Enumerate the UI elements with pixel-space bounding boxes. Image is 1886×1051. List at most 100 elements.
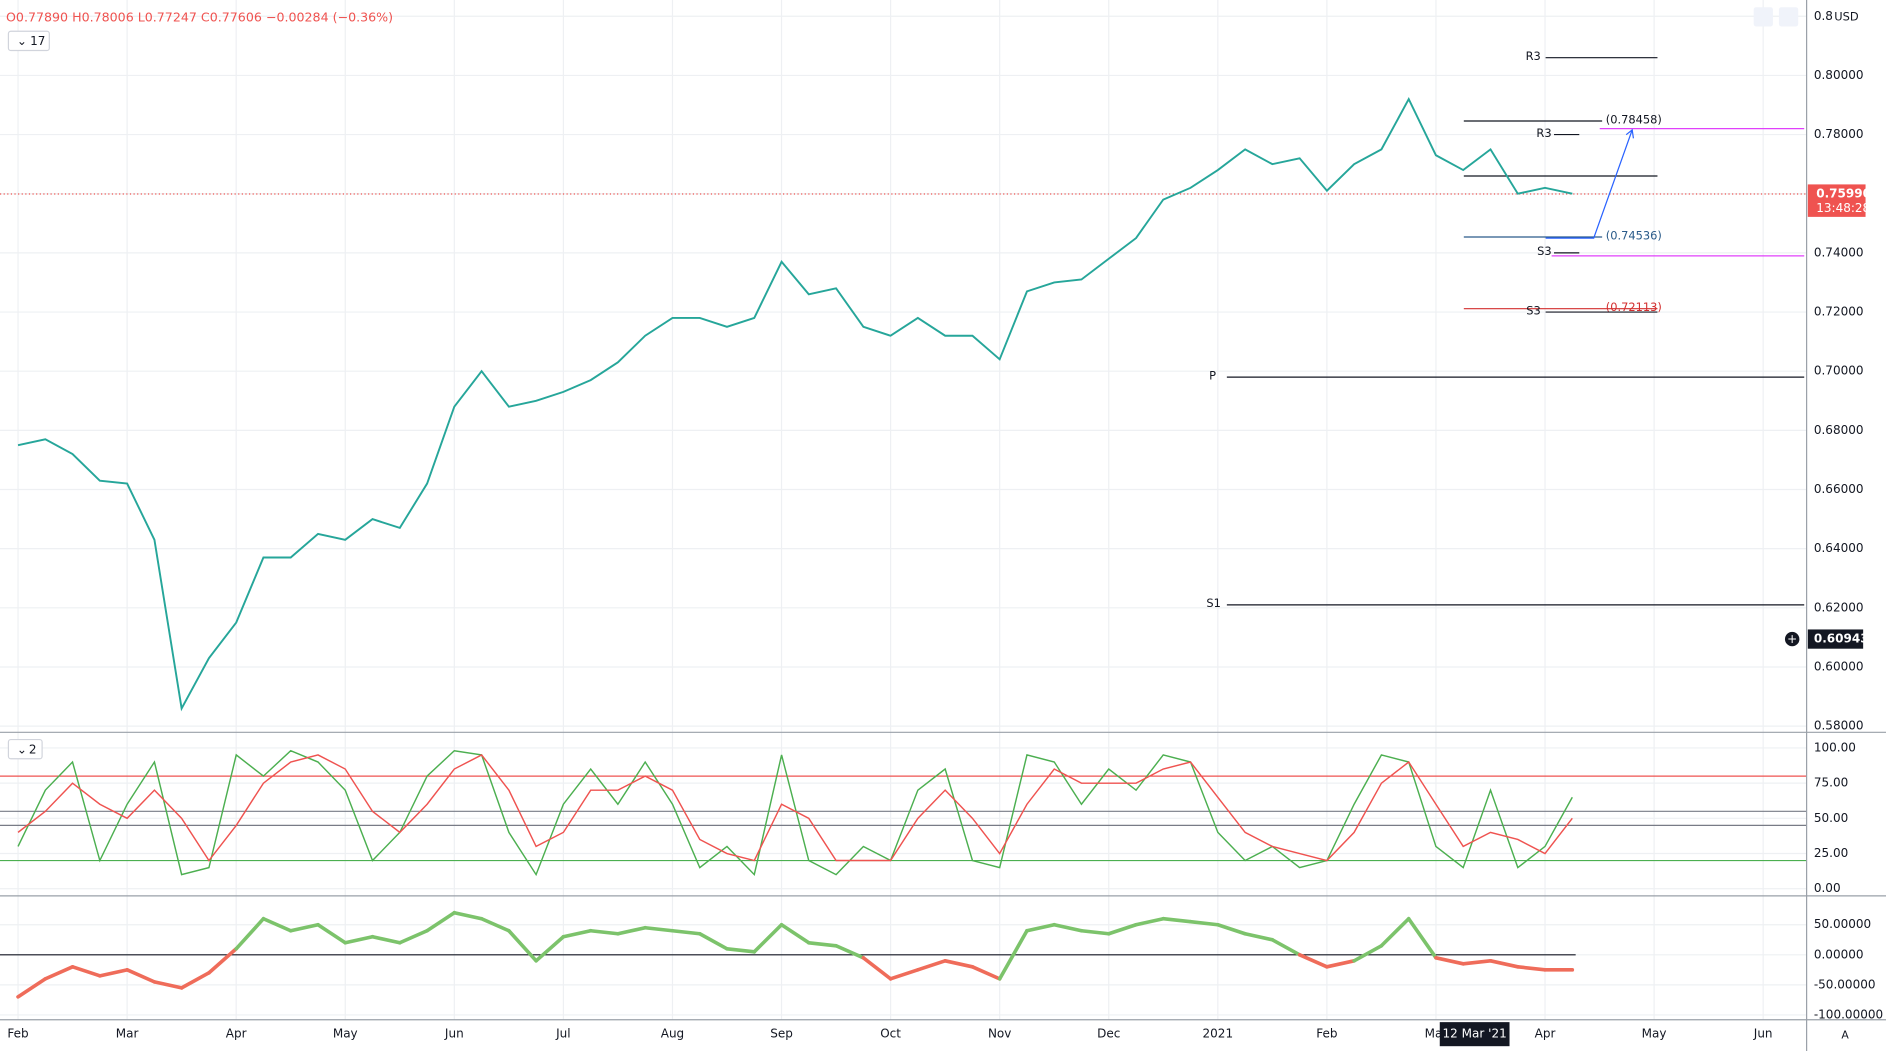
oscillator-segment bbox=[670, 928, 702, 936]
oscillator-segment bbox=[1297, 952, 1329, 969]
y-tick-label: 0.68000 bbox=[1814, 423, 1864, 437]
oscillator-segment bbox=[397, 928, 429, 945]
oscillator-segment bbox=[779, 922, 811, 945]
y-tick-label: -100.00000 bbox=[1814, 1007, 1883, 1021]
oscillator-segment bbox=[234, 916, 266, 951]
oscillator-segment bbox=[125, 968, 157, 984]
price-line bbox=[17, 96, 1573, 712]
indicator-toggle[interactable] bbox=[7, 738, 43, 760]
x-tick-label: Dec bbox=[1097, 1027, 1120, 1041]
oscillator-segment bbox=[316, 922, 348, 945]
stochastic-line bbox=[17, 749, 1573, 877]
oscillator-segment bbox=[534, 934, 566, 963]
pivot-label: R3 bbox=[1526, 49, 1541, 63]
projection-arrow bbox=[1545, 129, 1633, 239]
oscillator-segment bbox=[343, 934, 375, 945]
oscillator-segment bbox=[1325, 959, 1356, 969]
x-tick-label: Sep bbox=[770, 1027, 793, 1041]
oscillator-segment bbox=[888, 968, 920, 981]
pivot-label: (0.74536) bbox=[1606, 228, 1662, 242]
oscillator-segment bbox=[752, 922, 784, 954]
oscillator-segment bbox=[561, 928, 593, 939]
arrow-head bbox=[1625, 128, 1635, 139]
oscillator-segment bbox=[1216, 922, 1247, 936]
oscillator-segment bbox=[861, 956, 893, 981]
x-tick-label: 2021 bbox=[1203, 1027, 1234, 1041]
x-tick-label: Jun bbox=[444, 1027, 464, 1041]
oscillator-segment bbox=[370, 934, 402, 945]
y-tick-label: 0.60000 bbox=[1814, 659, 1864, 673]
oscillator-segment bbox=[70, 965, 102, 978]
y-tick-label: 0.00000 bbox=[1814, 947, 1864, 961]
oscillator-segment bbox=[616, 925, 648, 936]
oscillator-segment bbox=[943, 959, 975, 969]
oscillator-segment bbox=[1134, 916, 1166, 927]
oscillator-segment bbox=[970, 965, 1002, 981]
price-tag bbox=[1807, 184, 1866, 217]
oscillator-segment bbox=[1515, 965, 1547, 972]
y-tick-label: 50.00 bbox=[1814, 811, 1848, 825]
scroll-button[interactable] bbox=[1753, 7, 1773, 27]
oscillator-segment bbox=[425, 910, 457, 933]
pivot-label: R3 bbox=[1536, 126, 1551, 140]
oscillator-segment bbox=[834, 943, 866, 960]
add-alert-plus: + bbox=[1787, 632, 1797, 646]
pivot-label: (0.78458) bbox=[1606, 112, 1662, 126]
oscillator-segment bbox=[207, 946, 238, 975]
x-tick-label: May bbox=[1642, 1027, 1667, 1041]
x-tick-label: Aug bbox=[661, 1027, 684, 1041]
ohlc-header: O0.77890 H0.78006 L0.77247 C0.77606 −0.0… bbox=[6, 10, 393, 25]
auto-scale-button[interactable]: A bbox=[1841, 1028, 1849, 1041]
y-tick-label: 0.80000 bbox=[1814, 68, 1864, 82]
reset-button[interactable] bbox=[1778, 7, 1799, 27]
oscillator-segment bbox=[43, 965, 75, 981]
y-tick-label: 0.70000 bbox=[1814, 364, 1864, 378]
x-tick-label: Mar bbox=[116, 1027, 139, 1041]
y-tick-label: 0.72000 bbox=[1814, 305, 1864, 319]
pivot-label: S3 bbox=[1526, 303, 1541, 317]
x-tick-label: Feb bbox=[1316, 1027, 1337, 1041]
oscillator-segment bbox=[16, 977, 48, 999]
x-tick-label: Feb bbox=[7, 1027, 28, 1041]
x-tick-label: Apr bbox=[226, 1027, 247, 1041]
y-tick-label: 0.8 bbox=[1814, 9, 1833, 23]
y-tick-label: -50.00000 bbox=[1814, 977, 1876, 991]
oscillator-segment bbox=[1025, 922, 1057, 933]
oscillator-segment bbox=[479, 916, 511, 933]
pivot-label: (0.72113) bbox=[1606, 300, 1662, 314]
y-tick-label: 100.00 bbox=[1814, 740, 1856, 754]
oscillator-segment bbox=[997, 928, 1029, 981]
oscillator-segment bbox=[588, 928, 620, 936]
x-tick-label: Nov bbox=[988, 1027, 1011, 1041]
oscillator-segment bbox=[261, 916, 293, 933]
oscillator-segment bbox=[725, 946, 757, 954]
y-tick-label: 0.62000 bbox=[1814, 600, 1864, 614]
oscillator-segment bbox=[1270, 937, 1302, 957]
y-tick-label: 0.00 bbox=[1814, 881, 1841, 895]
oscillator-segment bbox=[1106, 922, 1138, 936]
pivot-label: P bbox=[1209, 368, 1216, 382]
y-tick-label: 0.58000 bbox=[1814, 719, 1864, 733]
toggle-caret: ⌄ bbox=[17, 34, 27, 48]
price-tag-value: 0.75990 bbox=[1816, 187, 1871, 201]
oscillator-segment bbox=[643, 925, 675, 933]
crosshair-date: 12 Mar '21 bbox=[1443, 1027, 1507, 1041]
add-alert-button bbox=[1784, 631, 1800, 647]
indicator-toggle[interactable] bbox=[7, 30, 50, 52]
pivot-label: S1 bbox=[1206, 596, 1221, 610]
x-tick-label: Jul bbox=[555, 1027, 571, 1041]
oscillator-segment bbox=[916, 959, 947, 972]
oscillator-segment bbox=[1052, 922, 1084, 933]
oscillator-segment bbox=[452, 910, 484, 921]
x-tick-label: May bbox=[333, 1027, 358, 1041]
oscillator-segment bbox=[152, 980, 184, 990]
oscillator-segment bbox=[1352, 943, 1384, 963]
currency-label: USD bbox=[1834, 9, 1859, 23]
cursor-price-label: 0.60943 bbox=[1814, 632, 1869, 646]
oscillator-segment bbox=[288, 922, 320, 933]
indicator-count: 2 bbox=[29, 742, 37, 756]
y-tick-label: 50.00000 bbox=[1814, 917, 1871, 931]
oscillator-segment bbox=[1161, 916, 1193, 924]
